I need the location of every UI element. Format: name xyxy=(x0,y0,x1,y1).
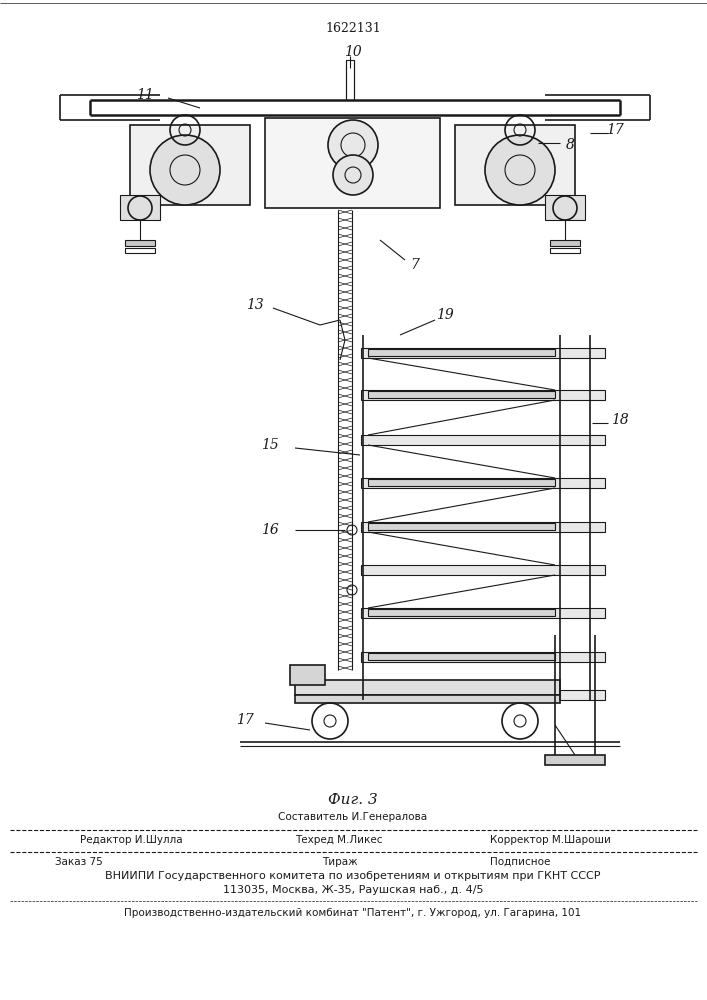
Text: 10: 10 xyxy=(344,45,362,59)
Text: Заказ 75: Заказ 75 xyxy=(55,857,103,867)
Text: 7: 7 xyxy=(411,258,419,272)
Bar xyxy=(361,435,605,445)
Text: 18: 18 xyxy=(611,413,629,427)
Bar xyxy=(545,755,605,765)
Text: 13: 13 xyxy=(246,298,264,312)
Circle shape xyxy=(328,120,378,170)
Bar xyxy=(130,125,250,205)
Bar xyxy=(361,652,605,662)
Bar xyxy=(295,695,560,703)
Text: 17: 17 xyxy=(236,713,254,727)
Text: 8: 8 xyxy=(566,138,574,152)
Bar xyxy=(368,523,555,530)
Text: 19: 19 xyxy=(436,308,454,322)
Bar xyxy=(125,248,155,253)
Bar xyxy=(361,478,605,488)
Text: Тираж: Тираж xyxy=(322,857,358,867)
Circle shape xyxy=(150,135,220,205)
Bar xyxy=(120,195,160,220)
Text: 1622131: 1622131 xyxy=(325,21,381,34)
Text: Фиг. 3: Фиг. 3 xyxy=(328,793,378,807)
Circle shape xyxy=(485,135,555,205)
Text: Производственно-издательский комбинат "Патент", г. Ужгород, ул. Гагарина, 101: Производственно-издательский комбинат "П… xyxy=(124,908,582,918)
Bar xyxy=(295,680,560,695)
Bar xyxy=(550,240,580,246)
Bar xyxy=(361,522,605,532)
Text: 16: 16 xyxy=(261,523,279,537)
Text: 15: 15 xyxy=(261,438,279,452)
Text: Составитель И.Генералова: Составитель И.Генералова xyxy=(279,812,428,822)
Bar xyxy=(361,390,605,400)
Bar xyxy=(455,125,575,205)
Bar xyxy=(265,118,440,208)
Bar xyxy=(290,665,325,685)
Bar xyxy=(346,60,354,100)
Text: 17: 17 xyxy=(606,123,624,137)
Text: Редактор И.Шулла: Редактор И.Шулла xyxy=(80,835,182,845)
Bar xyxy=(368,349,555,356)
Text: 113035, Москва, Ж-35, Раушская наб., д. 4/5: 113035, Москва, Ж-35, Раушская наб., д. … xyxy=(223,885,484,895)
Text: ВНИИПИ Государственного комитета по изобретениям и открытиям при ГКНТ СССР: ВНИИПИ Государственного комитета по изоб… xyxy=(105,871,601,881)
Bar xyxy=(550,248,580,253)
Bar xyxy=(361,565,605,575)
Text: Корректор М.Шароши: Корректор М.Шароши xyxy=(490,835,611,845)
Bar xyxy=(545,195,585,220)
Bar xyxy=(368,653,555,660)
Bar xyxy=(361,608,605,618)
Bar xyxy=(368,609,555,616)
Bar xyxy=(125,240,155,246)
Bar xyxy=(361,348,605,358)
Bar xyxy=(368,391,555,398)
Text: Подписное: Подписное xyxy=(490,857,550,867)
Bar xyxy=(361,690,605,700)
Circle shape xyxy=(333,155,373,195)
Text: 11: 11 xyxy=(136,88,154,102)
Text: Техред М.Ликес: Техред М.Ликес xyxy=(295,835,382,845)
Bar xyxy=(368,479,555,486)
